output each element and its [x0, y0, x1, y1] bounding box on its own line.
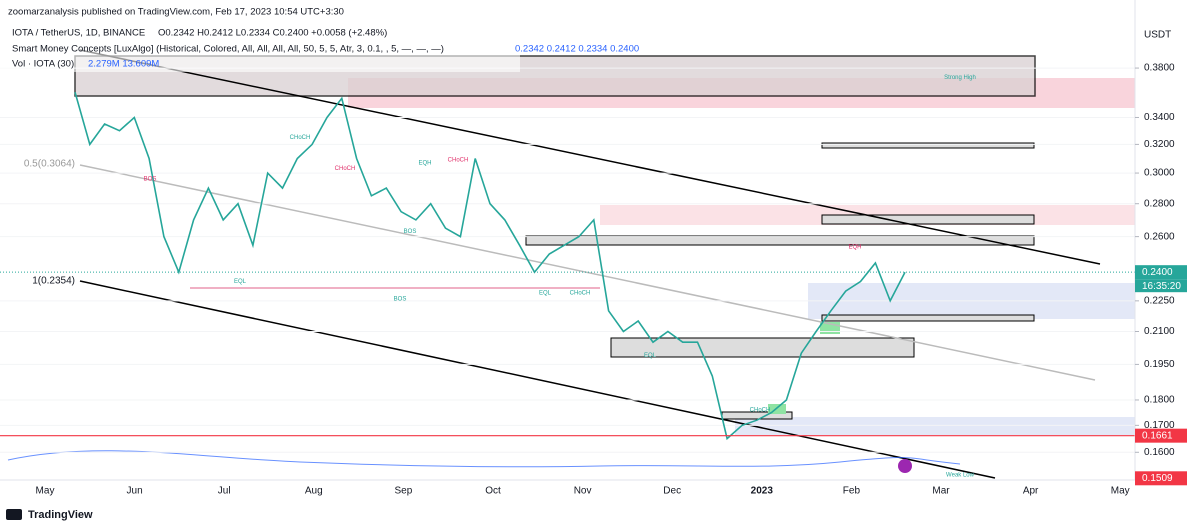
price-axis: [1135, 0, 1200, 480]
fvg: [768, 404, 786, 414]
logo: [6, 509, 22, 520]
x-tick-label: 2023: [751, 486, 774, 497]
volume-ma: [7, 450, 961, 468]
channel-line: [79, 49, 1101, 265]
y-tick-label: 0.3200: [1144, 139, 1175, 150]
x-tick-label: Jun: [127, 486, 143, 497]
smc-label: BOS: [144, 177, 157, 183]
currency: USDT: [1144, 30, 1171, 41]
x-tick-label: Feb: [843, 486, 861, 497]
y-tick-label: 0.1950: [1144, 359, 1175, 370]
footer: TradingView: [28, 509, 93, 521]
smc-label: EQL: [539, 291, 552, 297]
indicator: Smart Money Concepts [LuxAlgo] (Historic…: [12, 44, 444, 55]
x-tick-label: Dec: [663, 486, 681, 497]
smc-label: CHoCH: [335, 166, 356, 172]
smc-label: Weak Low: [946, 473, 975, 479]
fib-label: 0.5(0.3064): [24, 158, 75, 169]
price-tag-label: 0.1509: [1142, 473, 1173, 484]
smc-label: CHoCH: [750, 408, 771, 414]
price-tag-label: 0.2400: [1142, 267, 1173, 278]
x-tick-label: Aug: [305, 486, 323, 497]
countdown-bg: [1135, 279, 1187, 293]
price-tag: [1135, 471, 1187, 486]
x-tick-label: Mar: [932, 486, 950, 497]
symbol: IOTA / TetherUS, 1D, BINANCE: [12, 28, 145, 39]
x-tick-label: Oct: [485, 486, 501, 497]
publisher: zoomarzanalysis published on TradingView…: [8, 7, 344, 18]
x-tick-label: Nov: [574, 486, 592, 497]
order-block: [821, 214, 1035, 225]
y-tick-label: 0.3400: [1144, 112, 1175, 123]
volume-label: Vol · IOTA (30): [12, 59, 74, 70]
y-tick-label: 0.1600: [1144, 447, 1175, 458]
x-tick-label: May: [1111, 486, 1130, 497]
fib-label: 1(0.2354): [32, 275, 75, 286]
y-tick-label: 0.3000: [1144, 168, 1175, 179]
y-tick-label: 0.1800: [1144, 395, 1175, 406]
x-tick-label: Apr: [1023, 486, 1039, 497]
y-tick-label: 0.2100: [1144, 326, 1175, 337]
price-tag: [1135, 428, 1187, 443]
y-tick-label: 0.2800: [1144, 198, 1175, 209]
countdown: 16:35:20: [1142, 281, 1181, 292]
smc-label: Strong High: [944, 75, 976, 81]
smc-label: EQL: [644, 353, 657, 359]
plot: 0.5(0.3064) 1(0.2354) BOS CHoCH CHoCH EQH CHoC…: [0, 67, 1135, 479]
x-tick-label: Sep: [395, 486, 413, 497]
smc-label: EQH: [848, 245, 861, 251]
x-tick-label: May: [36, 486, 55, 497]
order-block: [821, 314, 1035, 322]
demand-zone: [735, 417, 1135, 435]
ohlc: O0.2342 H0.2412 L0.2334 C0.2400 +0.0058 …: [158, 28, 387, 39]
smc-label: EQL: [234, 279, 247, 285]
order-block: [610, 337, 915, 358]
legend-backdrop: [0, 0, 520, 72]
channel-line: [79, 280, 996, 479]
price-tag: [1135, 265, 1187, 280]
y-tick-label: 0.2250: [1144, 295, 1175, 306]
y-tick-label: 0.2600: [1144, 231, 1175, 242]
price-line: [74, 91, 906, 441]
event-icon: [898, 459, 912, 473]
x-tick-label: Jul: [218, 486, 231, 497]
y-tick-label: 0.3800: [1144, 63, 1175, 74]
channel-mid: [79, 164, 1096, 381]
smc-label: EQH: [418, 160, 431, 166]
order-block: [525, 235, 1035, 246]
order-block: [821, 142, 1035, 149]
y-tick-label: 0.1700: [1144, 420, 1175, 431]
indicator-values: 0.2342 0.2412 0.2334 0.2400: [515, 44, 639, 55]
smc-label: BOS: [404, 229, 417, 235]
order-block: [74, 55, 1036, 97]
axes: 0.3800 0.3400 0.3200 0.3000 0.2800 0.2600 0.22…: [36, 63, 1187, 497]
smc-label: CHoCH: [448, 158, 469, 164]
price-tag-label: 0.1661: [1142, 430, 1173, 441]
smc-label: BOS: [394, 296, 407, 302]
smc-label: CHoCH: [290, 135, 311, 141]
volume-values: 2.279M 13.609M: [88, 59, 159, 70]
smc-label: CHoCH: [570, 291, 591, 297]
